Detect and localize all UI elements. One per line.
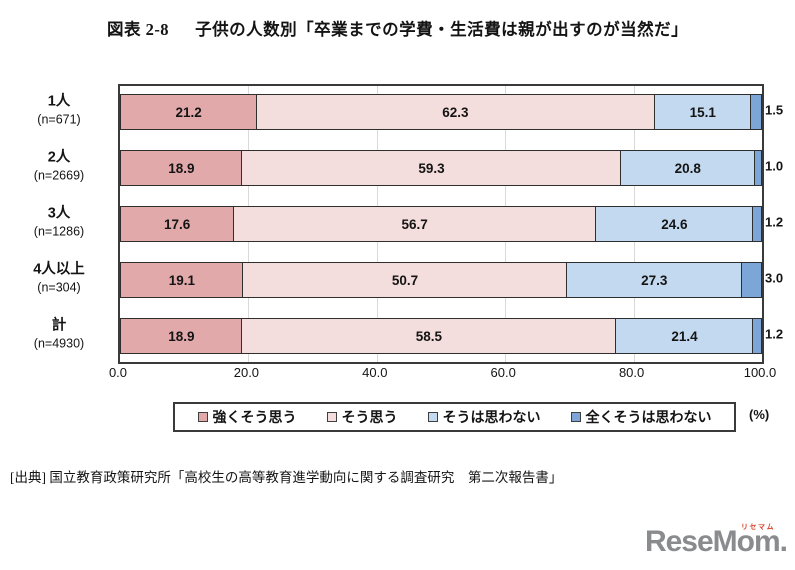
bar-segment-3: 21.4 xyxy=(615,318,754,354)
x-tick-label: 20.0 xyxy=(233,365,260,380)
outside-value-label: 1.2 xyxy=(765,326,784,342)
bar-row: 17.6 56.7 24.6 xyxy=(120,206,763,242)
bar-segment-1: 17.6 xyxy=(120,206,235,242)
legend-item-3: そうは思わない xyxy=(427,407,541,427)
bar-segment-2: 59.3 xyxy=(241,150,622,186)
x-tick-label: 0.0 xyxy=(108,365,128,380)
outside-value-label: 1.5 xyxy=(765,102,784,118)
outside-value-label: 1.2 xyxy=(765,214,784,230)
bar-segment-1: 18.9 xyxy=(120,318,243,354)
bar-row: 18.9 59.3 20.8 xyxy=(120,150,762,186)
plot-area: 21.2 62.3 15.1 18.9 59.3 20.8 17.6 56.7 24.6 19.1… xyxy=(118,84,764,364)
x-tick-label: 100.0 xyxy=(743,365,777,380)
legend-label: 強くそう思う xyxy=(212,409,297,425)
bar-segment-2: 58.5 xyxy=(241,318,617,354)
row-category-label: 1人 xyxy=(47,93,71,110)
row-label: 1人 (n=671) xyxy=(6,92,112,127)
x-tick-label: 40.0 xyxy=(362,365,388,380)
row-sample-size: (n=671) xyxy=(37,112,81,127)
x-tick-label: 60.0 xyxy=(490,365,516,380)
legend-swatch-icon xyxy=(427,412,438,422)
legend-item-2: そう思う xyxy=(326,407,398,427)
figure-label: 図表 2-8 xyxy=(106,20,170,39)
bar-segment-4 xyxy=(752,206,763,242)
outside-value-label: 1.0 xyxy=(765,158,784,174)
row-sample-size: (n=2669) xyxy=(33,168,85,183)
source-citation: [出典] 国立教育政策研究所「高校生の高等教育進学動向に関する調査研究 第二次報… xyxy=(10,470,563,485)
legend-swatch-icon xyxy=(326,412,337,422)
bar-segment-4 xyxy=(750,94,762,130)
row-category-label: 4人以上 xyxy=(33,261,85,278)
figure-title-text: 子供の人数別「卒業までの学費・生活費は親が出すのが当然だ」 xyxy=(195,20,689,39)
logo-text: ReseMom. xyxy=(644,525,788,558)
legend-label: そうは思わない xyxy=(442,409,541,425)
legend-swatch-icon xyxy=(197,412,208,422)
bar-segment-3: 15.1 xyxy=(653,94,752,130)
row-label: 3人 (n=1286) xyxy=(6,204,112,239)
bar-segment-1: 18.9 xyxy=(120,150,243,186)
bar-row: 19.1 50.7 27.3 xyxy=(120,262,762,298)
outside-value-label: 3.0 xyxy=(765,270,784,286)
bar-segment-2: 62.3 xyxy=(255,94,656,130)
row-sample-size: (n=4930) xyxy=(33,336,85,351)
legend-item-4: 全くそうは思わない xyxy=(570,407,712,427)
bar-segment-3: 20.8 xyxy=(620,150,756,186)
logo-ruby-text: リセマム xyxy=(741,524,775,531)
resemom-logo: リセマム ReseMom. xyxy=(644,524,788,559)
row-sample-size: (n=1286) xyxy=(33,224,85,239)
bar-segment-3: 27.3 xyxy=(566,262,743,298)
bar-segment-4 xyxy=(740,262,762,298)
legend: 強くそう思う そう思う そうは思わない 全くそうは思わない xyxy=(173,402,736,432)
bar-segment-1: 21.2 xyxy=(120,94,258,130)
bar-segment-2: 50.7 xyxy=(242,262,568,298)
row-category-label: 計 xyxy=(51,317,67,334)
bar-segment-4 xyxy=(753,150,762,186)
x-tick-label: 80.0 xyxy=(618,365,645,380)
chart-title: 図表 2-8 子供の人数別「卒業までの学費・生活費は親が出すのが当然だ」 xyxy=(0,16,795,40)
legend-label: 全くそうは思わない xyxy=(585,409,712,425)
legend-swatch-icon xyxy=(570,412,581,422)
row-category-label: 3人 xyxy=(47,205,71,222)
row-sample-size: (n=304) xyxy=(37,280,81,295)
bar-segment-2: 56.7 xyxy=(232,206,597,242)
legend-item-1: 強くそう思う xyxy=(197,407,297,427)
bar-segment-4 xyxy=(752,318,762,354)
legend-label: そう思う xyxy=(341,409,398,425)
bar-segment-1: 19.1 xyxy=(120,262,244,298)
bar-segment-3: 24.6 xyxy=(594,206,754,242)
row-label: 2人 (n=2669) xyxy=(6,148,112,183)
x-axis-unit: (%) xyxy=(749,407,770,422)
bar-row: 21.2 62.3 15.1 xyxy=(120,94,762,130)
row-label: 計 (n=4930) xyxy=(6,316,112,351)
row-label: 4人以上 (n=304) xyxy=(6,260,112,295)
bar-row: 18.9 58.5 21.4 xyxy=(120,318,762,354)
row-category-label: 2人 xyxy=(47,149,71,166)
